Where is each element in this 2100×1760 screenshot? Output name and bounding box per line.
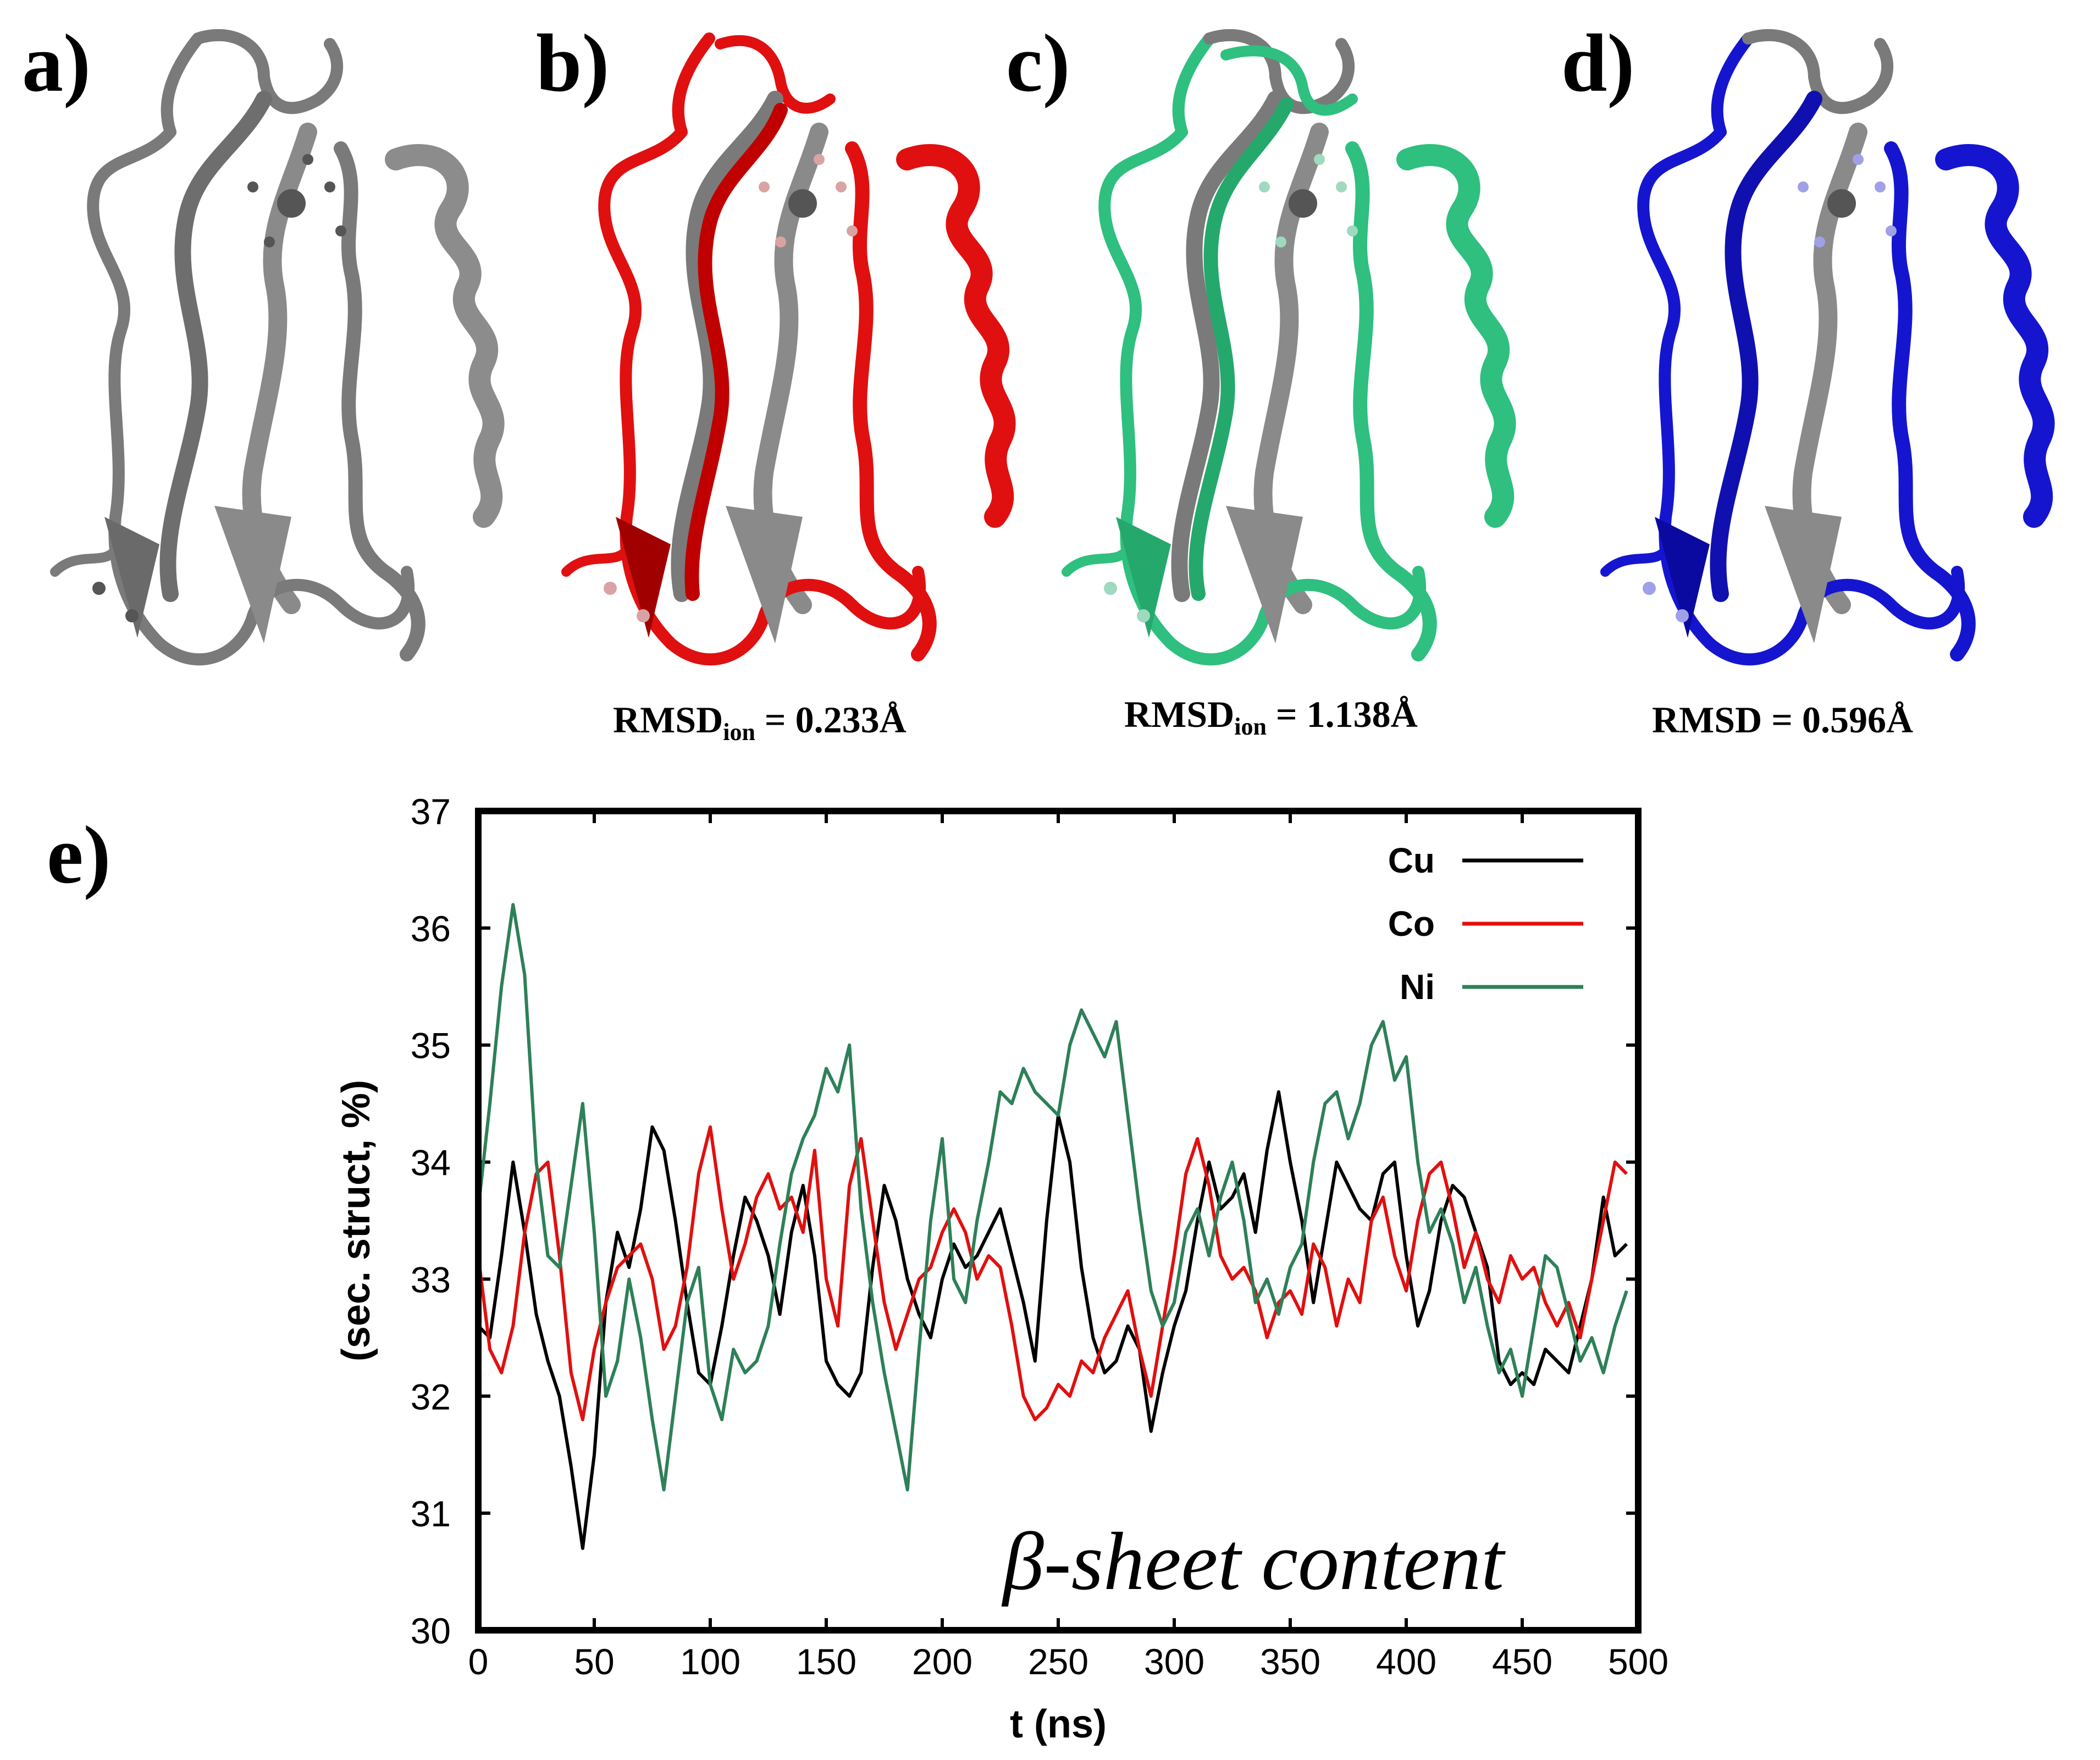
- protein-structure-d: [1600, 29, 2055, 666]
- legend-label-co: Co: [1388, 904, 1435, 944]
- plot-frame: [475, 808, 1642, 1634]
- series-line-cu: [477, 1090, 1628, 1550]
- rmsd-prefix: RMSD: [613, 699, 723, 741]
- rmsd-value: = 1.138Å: [1266, 693, 1418, 735]
- legend-label-ni: Ni: [1400, 967, 1435, 1007]
- y-axis-label: (sec. struct, %): [334, 1080, 378, 1361]
- series-line-ni: [477, 903, 1628, 1492]
- panel-label-a: a): [22, 18, 91, 109]
- legend-label-cu: Cu: [1388, 841, 1435, 880]
- x-tick-label: 50: [574, 1641, 614, 1682]
- y-tick-label: 37: [411, 791, 451, 832]
- x-axis-label: t (ns): [1010, 1702, 1107, 1746]
- y-tick-label: 31: [411, 1493, 451, 1534]
- y-tick-label: 30: [411, 1610, 451, 1651]
- x-tick-label: 100: [680, 1641, 740, 1682]
- rmsd-value: = 0.233Å: [755, 699, 907, 741]
- protein-structure-c: [1062, 29, 1516, 666]
- x-tick-label: 200: [912, 1641, 972, 1682]
- x-tick-label: 350: [1260, 1641, 1320, 1682]
- rmsd-subscript: ion: [723, 719, 755, 746]
- protein-structure-b: [561, 32, 1016, 666]
- y-tick-label: 33: [411, 1259, 451, 1300]
- x-tick-label: 400: [1376, 1641, 1436, 1682]
- y-tick-label: 36: [411, 908, 451, 949]
- x-tick-label: 500: [1608, 1641, 1668, 1682]
- y-tick-label: 35: [411, 1025, 451, 1066]
- protein-structure-a: [50, 29, 505, 666]
- rmsd-label-d: RMSD = 0.596Å: [1652, 699, 1914, 741]
- chart-annotation: β-sheet content: [1001, 1516, 1506, 1607]
- panel-label-e: e): [47, 809, 111, 901]
- rmsd-subscript: ion: [1234, 713, 1267, 740]
- x-tick-label: 150: [796, 1641, 856, 1682]
- x-tick-label: 0: [468, 1641, 489, 1682]
- rmsd-label-c: RMSDion = 1.138Å: [1124, 693, 1418, 741]
- rmsd-label-b: RMSDion = 0.233Å: [613, 698, 907, 746]
- y-tick-label: 34: [411, 1143, 451, 1183]
- y-tick-label: 32: [411, 1376, 451, 1417]
- panel-label-d: d): [1561, 18, 1635, 109]
- x-tick-label: 250: [1028, 1641, 1088, 1682]
- rmsd-prefix: RMSD: [1124, 693, 1235, 735]
- panel-label-b: b): [536, 18, 610, 109]
- x-tick-label: 300: [1144, 1641, 1204, 1682]
- panel-label-c: c): [1006, 18, 1070, 109]
- series-line-co: [477, 1125, 1628, 1421]
- chart-legend: Cu Co Ni: [1388, 841, 1583, 1007]
- x-tick-label: 450: [1492, 1641, 1552, 1682]
